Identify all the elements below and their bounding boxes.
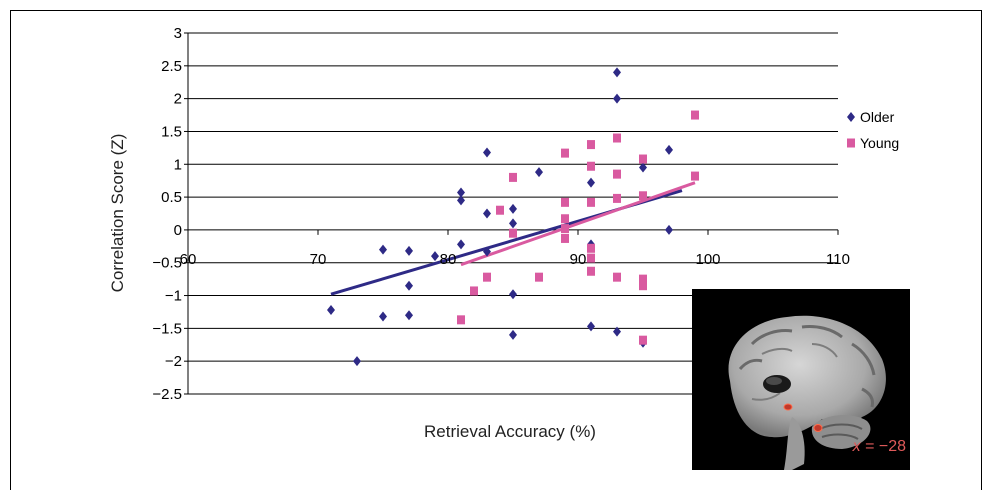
point-young [587, 140, 595, 150]
point-older [587, 177, 595, 188]
x-tick-label: 110 [826, 251, 850, 268]
point-young [691, 110, 699, 120]
point-older [405, 280, 413, 291]
point-older [405, 245, 413, 256]
point-young [587, 161, 595, 171]
x-tick-label: 90 [570, 251, 587, 268]
slice-coordinate-label: x = −28 [853, 438, 906, 456]
x-tick-label: 60 [180, 251, 197, 268]
point-young [509, 228, 517, 238]
point-older [431, 251, 439, 262]
tick-labels: −2.5 −2 −1.5 −1 −0.5 0 0.5 1 1.5 2 2.5 3 60 70 80 90 100… [152, 25, 850, 403]
axes [184, 32, 839, 395]
point-young [535, 272, 543, 282]
scatter-chart: −2.5 −2 −1.5 −1 −0.5 0 0.5 1 1.5 2 2.5 3 60 70 80 90 100… [108, 25, 899, 441]
point-young [587, 197, 595, 207]
point-older [457, 195, 465, 206]
point-young [561, 224, 569, 234]
point-young [561, 214, 569, 224]
legend-marker-older [847, 112, 855, 122]
trendline-young [460, 181, 696, 267]
point-older [483, 147, 491, 158]
point-young [613, 133, 621, 143]
y-tick-label: 3 [174, 25, 182, 42]
slice-axis-var: x [852, 438, 861, 455]
y-tick-label: −0.5 [152, 255, 182, 272]
legend-marker-young [847, 138, 855, 148]
y-tick-label: 0 [174, 222, 182, 239]
point-older [509, 218, 517, 229]
point-older [457, 187, 465, 198]
point-young [483, 272, 491, 282]
y-tick-label: 1.5 [161, 123, 182, 140]
point-older [587, 321, 595, 332]
trendlines [330, 181, 696, 296]
y-tick-label: −1.5 [152, 320, 182, 337]
y-tick-label: 2 [174, 91, 182, 108]
x-tick-label: 100 [695, 251, 720, 268]
slice-axis-value: = −28 [860, 438, 906, 455]
legend-label-young: Young [860, 135, 899, 151]
point-young [561, 233, 569, 243]
point-older [613, 67, 621, 78]
legend-label-older: Older [860, 109, 895, 125]
point-older [535, 167, 543, 178]
point-young [496, 205, 504, 215]
point-young [509, 172, 517, 182]
point-older [457, 239, 465, 250]
point-young [561, 197, 569, 207]
point-older [665, 224, 673, 235]
point-older [613, 326, 621, 337]
brain-sagittal-image [728, 315, 886, 470]
point-young [587, 243, 595, 253]
y-axis-title: Correlation Score (Z) [108, 134, 127, 293]
figure-frame [10, 10, 982, 490]
x-axis-title: Retrieval Accuracy (%) [424, 422, 596, 441]
y-tick-label: 2.5 [161, 58, 182, 75]
point-young [470, 286, 478, 296]
x-tick-label: 80 [440, 251, 457, 268]
point-young [613, 193, 621, 203]
y-tick-label: −1 [165, 288, 182, 305]
point-young [639, 335, 647, 345]
point-older [379, 244, 387, 255]
y-tick-label: 1 [174, 156, 182, 173]
legend: Older Young [847, 109, 899, 151]
point-older [613, 93, 621, 104]
point-young [587, 266, 595, 276]
point-older [327, 304, 335, 315]
point-older [353, 356, 361, 367]
point-older [509, 203, 517, 214]
point-young [639, 154, 647, 164]
point-young [639, 281, 647, 291]
point-older [665, 144, 673, 155]
brain-mri-inset: x = −28 [692, 289, 910, 470]
x-tick-label: 70 [310, 251, 327, 268]
point-older [405, 310, 413, 321]
y-tick-label: 0.5 [161, 189, 182, 206]
point-young [691, 171, 699, 181]
point-young [639, 191, 647, 201]
point-young [587, 253, 595, 263]
point-older [509, 329, 517, 340]
y-tick-label: −2 [165, 353, 182, 370]
y-tick-label: −2.5 [152, 386, 182, 403]
point-older [639, 162, 647, 173]
point-young [561, 148, 569, 158]
point-young [457, 315, 465, 325]
point-older [379, 311, 387, 322]
point-older [483, 208, 491, 219]
point-older [509, 289, 517, 300]
point-young [613, 169, 621, 179]
data-points [327, 67, 699, 367]
point-young [639, 274, 647, 284]
point-young [613, 272, 621, 282]
point-older [483, 246, 491, 257]
